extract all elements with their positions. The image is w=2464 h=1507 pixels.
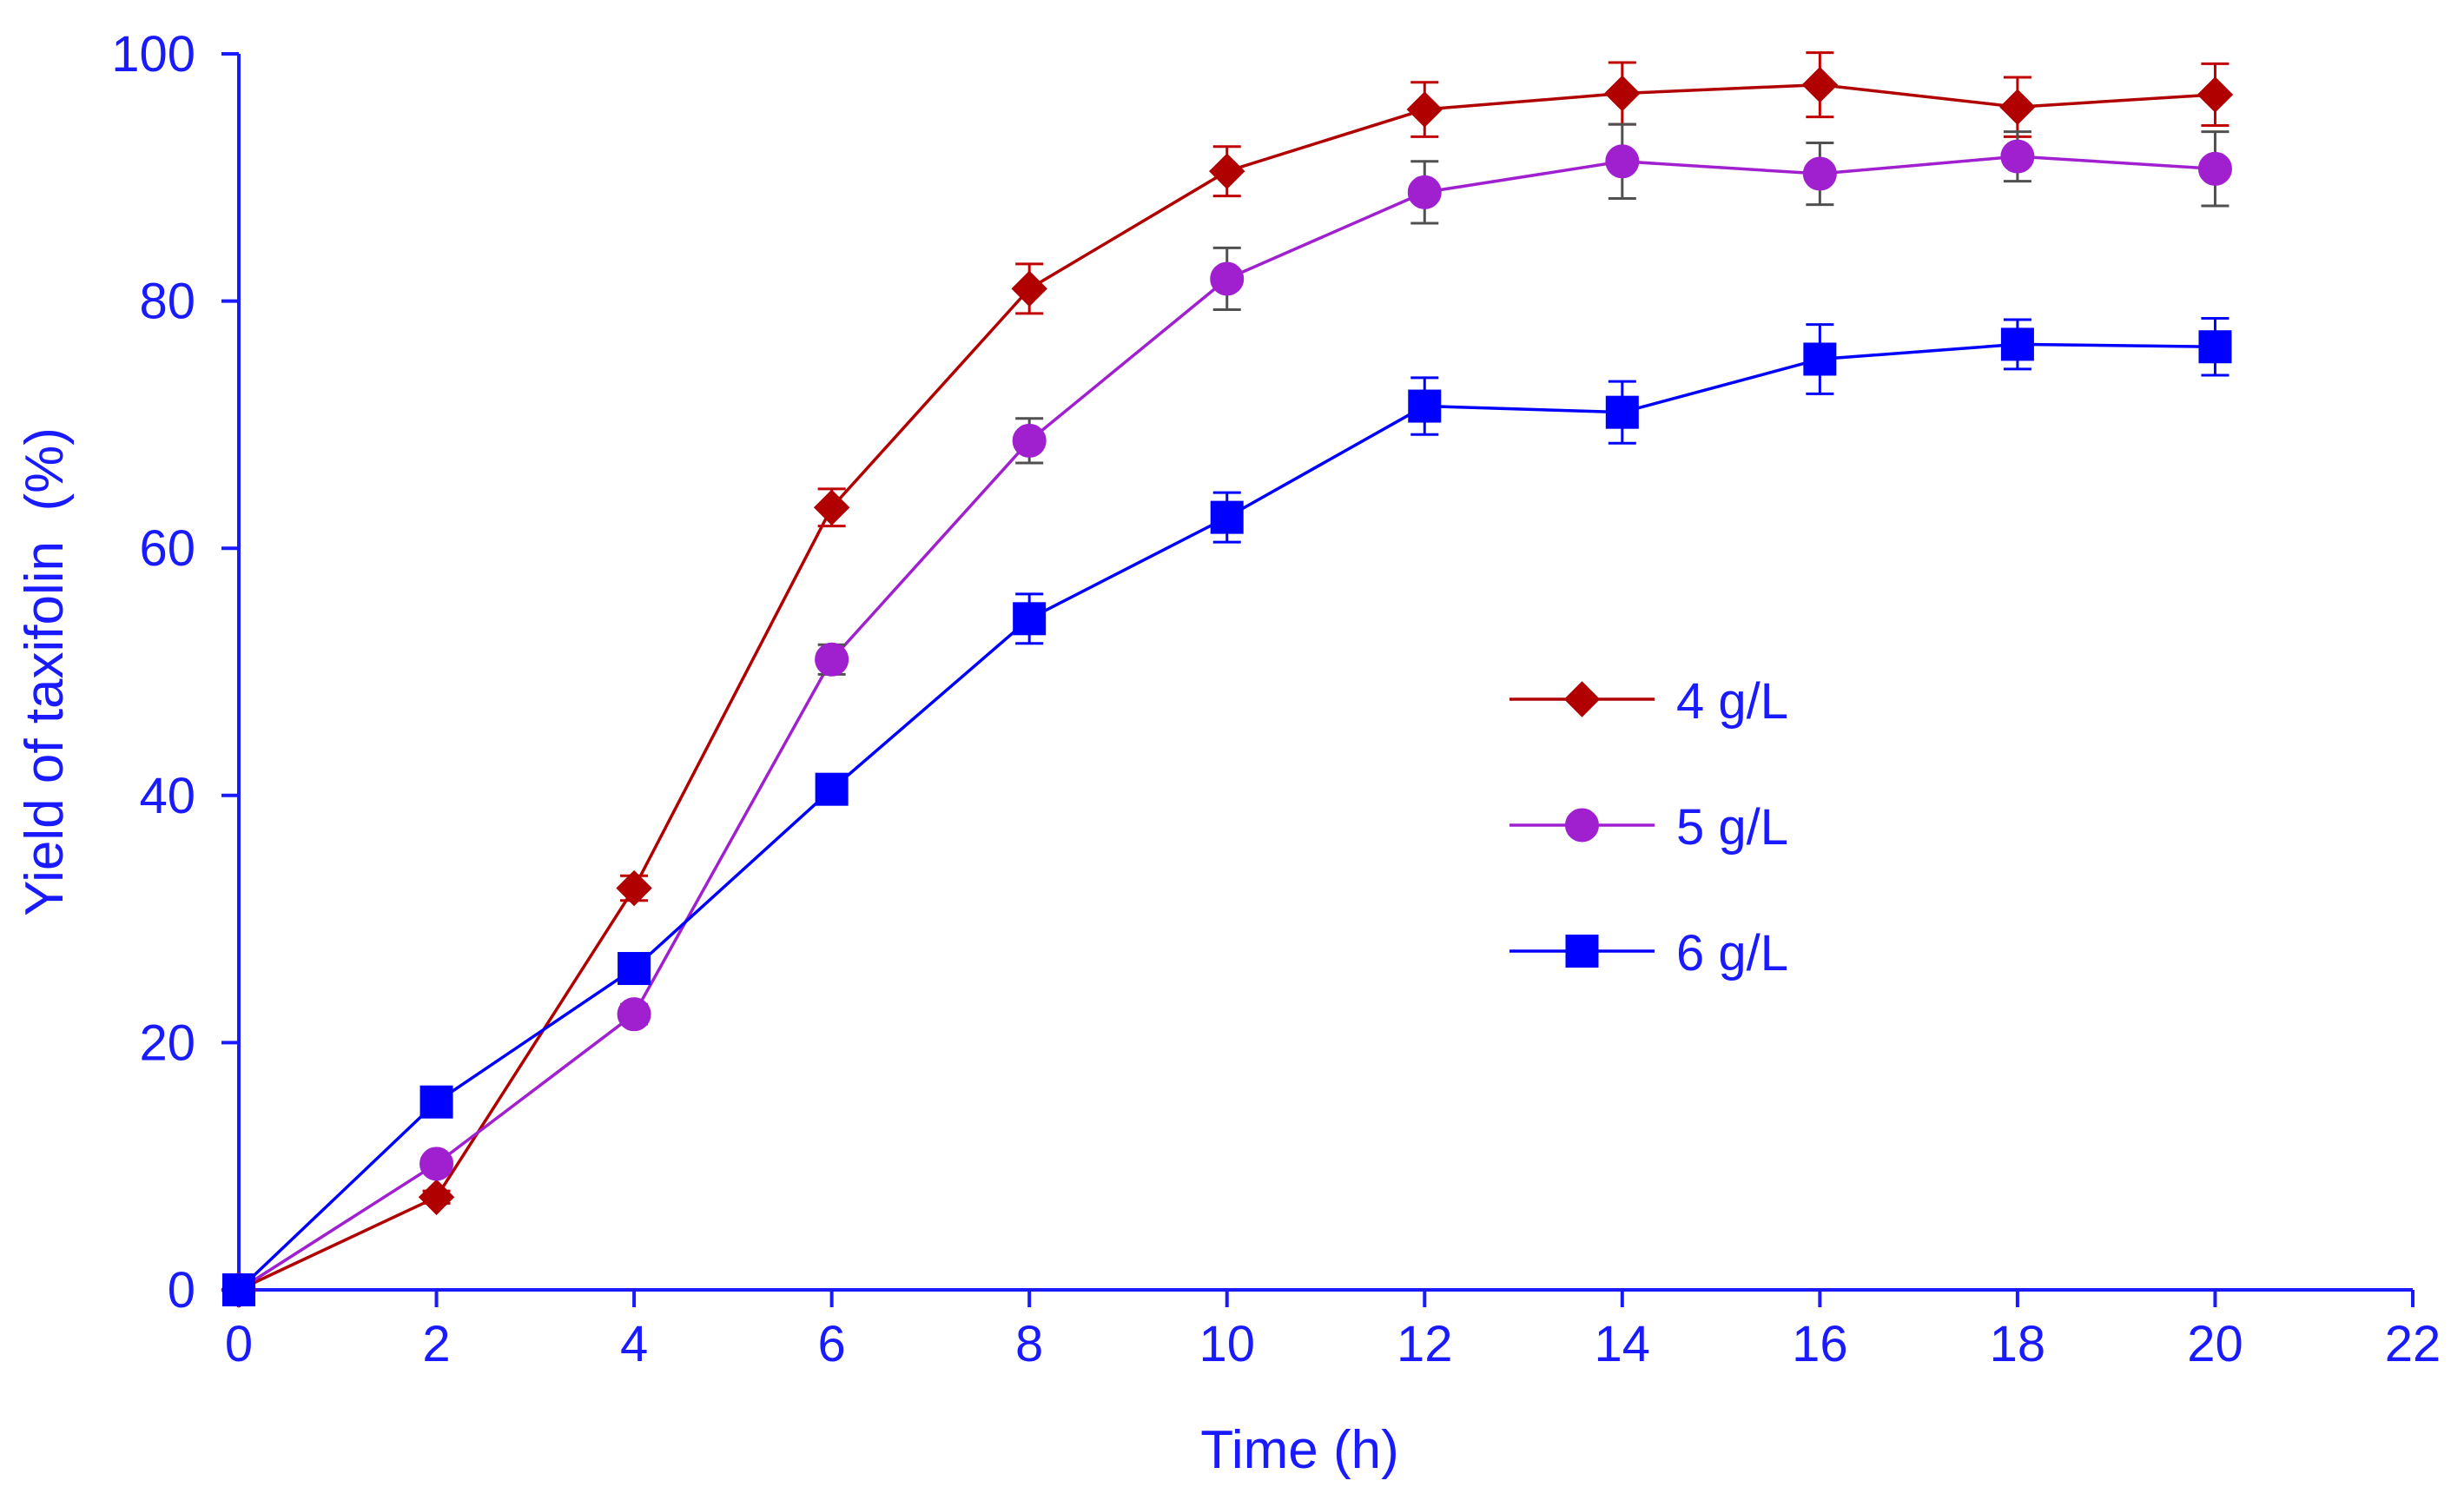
y-tick-label: 40 <box>139 768 195 824</box>
data-point <box>419 1147 454 1181</box>
series-4-g-l <box>221 51 2234 1308</box>
series-line <box>238 155 2216 1292</box>
data-point <box>616 869 652 907</box>
data-point <box>1408 389 1442 423</box>
legend-item-5-g-l: 5 g/L <box>1509 799 1788 856</box>
y-tick-label: 100 <box>111 26 195 83</box>
data-point <box>1605 395 1639 429</box>
series-layer <box>221 51 2234 1308</box>
legend-marker <box>1565 808 1599 843</box>
data-point <box>2000 139 2035 174</box>
data-point <box>222 1273 255 1306</box>
x-tick-label: 22 <box>2385 1316 2441 1372</box>
data-point <box>1803 342 1837 376</box>
series-5-g-l <box>221 122 2232 1307</box>
legend-item-4-g-l: 4 g/L <box>1509 673 1788 730</box>
x-tick-label: 14 <box>1595 1316 1651 1372</box>
series-line <box>237 342 2216 1292</box>
data-point <box>418 1179 455 1215</box>
data-point <box>813 489 850 525</box>
x-tick-label: 0 <box>225 1316 253 1372</box>
x-tick-label: 2 <box>422 1316 450 1372</box>
y-tick-label: 0 <box>168 1262 195 1319</box>
x-axis-title: Time (h) <box>1200 1420 1398 1480</box>
y-axis-title: Yield of taxifolin (%) <box>15 427 75 916</box>
y-tick-label: 20 <box>139 1015 195 1071</box>
data-point <box>1604 75 1641 112</box>
legend-marker <box>1563 681 1601 717</box>
data-point <box>1012 423 1047 458</box>
data-point <box>1801 66 1839 103</box>
data-point <box>815 772 849 806</box>
data-point <box>1999 89 2036 125</box>
data-point <box>1406 91 1443 128</box>
x-tick-label: 6 <box>818 1316 846 1372</box>
x-tick-label: 20 <box>2187 1316 2243 1372</box>
data-point <box>815 642 849 677</box>
data-point <box>617 997 651 1032</box>
data-point <box>419 1085 453 1119</box>
axes: 0 2 4 6 8 10 12 14 16 18 20 22 0 20 40 60 80 100 <box>111 26 2441 1372</box>
legend-marker <box>1565 935 1599 968</box>
y-tick-label: 80 <box>139 274 195 330</box>
data-point <box>2196 76 2234 113</box>
legend-label: 6 g/L <box>1676 925 1788 982</box>
series-6-g-l <box>222 317 2232 1306</box>
x-tick-label: 10 <box>1199 1316 1255 1372</box>
x-tick-label: 18 <box>1990 1316 2046 1372</box>
data-point <box>2000 327 2034 361</box>
legend-label: 4 g/L <box>1676 673 1788 730</box>
data-point <box>1011 270 1047 307</box>
data-point <box>1210 500 1244 534</box>
data-point <box>1407 175 1442 209</box>
x-tick-label: 12 <box>1397 1316 1453 1372</box>
data-point <box>1605 144 1640 179</box>
x-tick-label: 16 <box>1792 1316 1848 1372</box>
x-tick-label: 4 <box>620 1316 648 1372</box>
legend-label: 5 g/L <box>1676 799 1788 856</box>
data-point <box>1802 156 1837 191</box>
y-tick-label: 60 <box>139 520 195 577</box>
data-point <box>2197 151 2232 186</box>
data-point <box>1210 261 1245 296</box>
x-tick-label: 8 <box>1015 1316 1043 1372</box>
data-point <box>1013 602 1047 636</box>
legend: 4 g/L 5 g/L 6 g/L <box>1509 673 1788 982</box>
data-point <box>1209 153 1245 189</box>
data-point <box>618 952 651 986</box>
legend-item-6-g-l: 6 g/L <box>1509 925 1788 982</box>
data-point <box>2198 330 2232 364</box>
